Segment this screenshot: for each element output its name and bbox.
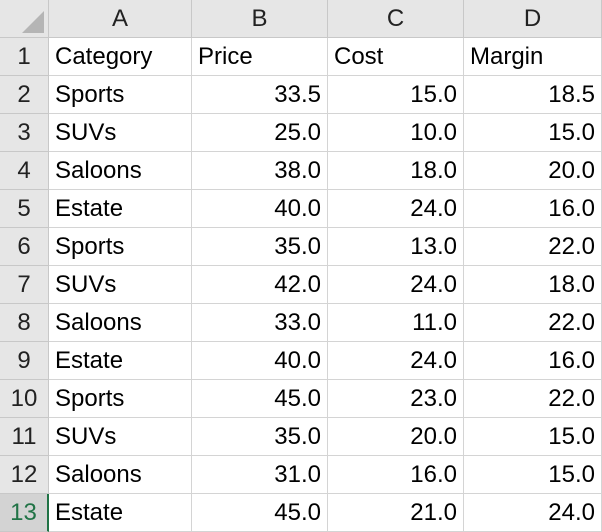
cell-b2[interactable]: 33.5 xyxy=(192,76,328,114)
cell-c5[interactable]: 24.0 xyxy=(328,190,464,228)
cell-c13[interactable]: 21.0 xyxy=(328,494,464,532)
cell-d10[interactable]: 22.0 xyxy=(464,380,602,418)
row-header-2[interactable]: 2 xyxy=(0,76,49,114)
row-header-4[interactable]: 4 xyxy=(0,152,49,190)
cell-d7[interactable]: 18.0 xyxy=(464,266,602,304)
column-header-d[interactable]: D xyxy=(464,0,602,38)
row-header-12[interactable]: 12 xyxy=(0,456,49,494)
cell-d9[interactable]: 16.0 xyxy=(464,342,602,380)
cell-b9[interactable]: 40.0 xyxy=(192,342,328,380)
cell-a5[interactable]: Estate xyxy=(49,190,192,228)
cell-c4[interactable]: 18.0 xyxy=(328,152,464,190)
row-header-5[interactable]: 5 xyxy=(0,190,49,228)
select-all-icon xyxy=(22,11,44,33)
row-header-9[interactable]: 9 xyxy=(0,342,49,380)
cell-a12[interactable]: Saloons xyxy=(49,456,192,494)
cell-d2[interactable]: 18.5 xyxy=(464,76,602,114)
row-header-6[interactable]: 6 xyxy=(0,228,49,266)
cell-b13[interactable]: 45.0 xyxy=(192,494,328,532)
row-header-13[interactable]: 13 xyxy=(0,494,49,532)
cell-a9[interactable]: Estate xyxy=(49,342,192,380)
cell-a7[interactable]: SUVs xyxy=(49,266,192,304)
cell-b1[interactable]: Price xyxy=(192,38,328,76)
cell-c7[interactable]: 24.0 xyxy=(328,266,464,304)
row-header-8[interactable]: 8 xyxy=(0,304,49,342)
cell-c10[interactable]: 23.0 xyxy=(328,380,464,418)
cell-d1[interactable]: Margin xyxy=(464,38,602,76)
cell-d11[interactable]: 15.0 xyxy=(464,418,602,456)
cell-d3[interactable]: 15.0 xyxy=(464,114,602,152)
column-header-c[interactable]: C xyxy=(328,0,464,38)
cell-b12[interactable]: 31.0 xyxy=(192,456,328,494)
cell-b5[interactable]: 40.0 xyxy=(192,190,328,228)
cell-a6[interactable]: Sports xyxy=(49,228,192,266)
cell-c8[interactable]: 11.0 xyxy=(328,304,464,342)
row-header-1[interactable]: 1 xyxy=(0,38,49,76)
cell-b10[interactable]: 45.0 xyxy=(192,380,328,418)
cell-c2[interactable]: 15.0 xyxy=(328,76,464,114)
cell-a1[interactable]: Category xyxy=(49,38,192,76)
row-header-11[interactable]: 11 xyxy=(0,418,49,456)
cell-b3[interactable]: 25.0 xyxy=(192,114,328,152)
cell-b8[interactable]: 33.0 xyxy=(192,304,328,342)
cell-a2[interactable]: Sports xyxy=(49,76,192,114)
row-header-10[interactable]: 10 xyxy=(0,380,49,418)
row-header-7[interactable]: 7 xyxy=(0,266,49,304)
cell-b7[interactable]: 42.0 xyxy=(192,266,328,304)
cell-b6[interactable]: 35.0 xyxy=(192,228,328,266)
cell-b4[interactable]: 38.0 xyxy=(192,152,328,190)
select-all-corner[interactable] xyxy=(0,0,49,38)
cell-c12[interactable]: 16.0 xyxy=(328,456,464,494)
cell-d6[interactable]: 22.0 xyxy=(464,228,602,266)
cell-c6[interactable]: 13.0 xyxy=(328,228,464,266)
cell-a4[interactable]: Saloons xyxy=(49,152,192,190)
cell-d5[interactable]: 16.0 xyxy=(464,190,602,228)
cell-c1[interactable]: Cost xyxy=(328,38,464,76)
cell-d13[interactable]: 24.0 xyxy=(464,494,602,532)
cell-c3[interactable]: 10.0 xyxy=(328,114,464,152)
cell-d12[interactable]: 15.0 xyxy=(464,456,602,494)
cell-d4[interactable]: 20.0 xyxy=(464,152,602,190)
cell-c9[interactable]: 24.0 xyxy=(328,342,464,380)
cell-a3[interactable]: SUVs xyxy=(49,114,192,152)
column-header-b[interactable]: B xyxy=(192,0,328,38)
cell-a8[interactable]: Saloons xyxy=(49,304,192,342)
cell-b11[interactable]: 35.0 xyxy=(192,418,328,456)
cell-d8[interactable]: 22.0 xyxy=(464,304,602,342)
cell-c11[interactable]: 20.0 xyxy=(328,418,464,456)
cell-a11[interactable]: SUVs xyxy=(49,418,192,456)
cell-a13[interactable]: Estate xyxy=(49,494,192,532)
cell-a10[interactable]: Sports xyxy=(49,380,192,418)
column-header-a[interactable]: A xyxy=(49,0,192,38)
row-header-3[interactable]: 3 xyxy=(0,114,49,152)
